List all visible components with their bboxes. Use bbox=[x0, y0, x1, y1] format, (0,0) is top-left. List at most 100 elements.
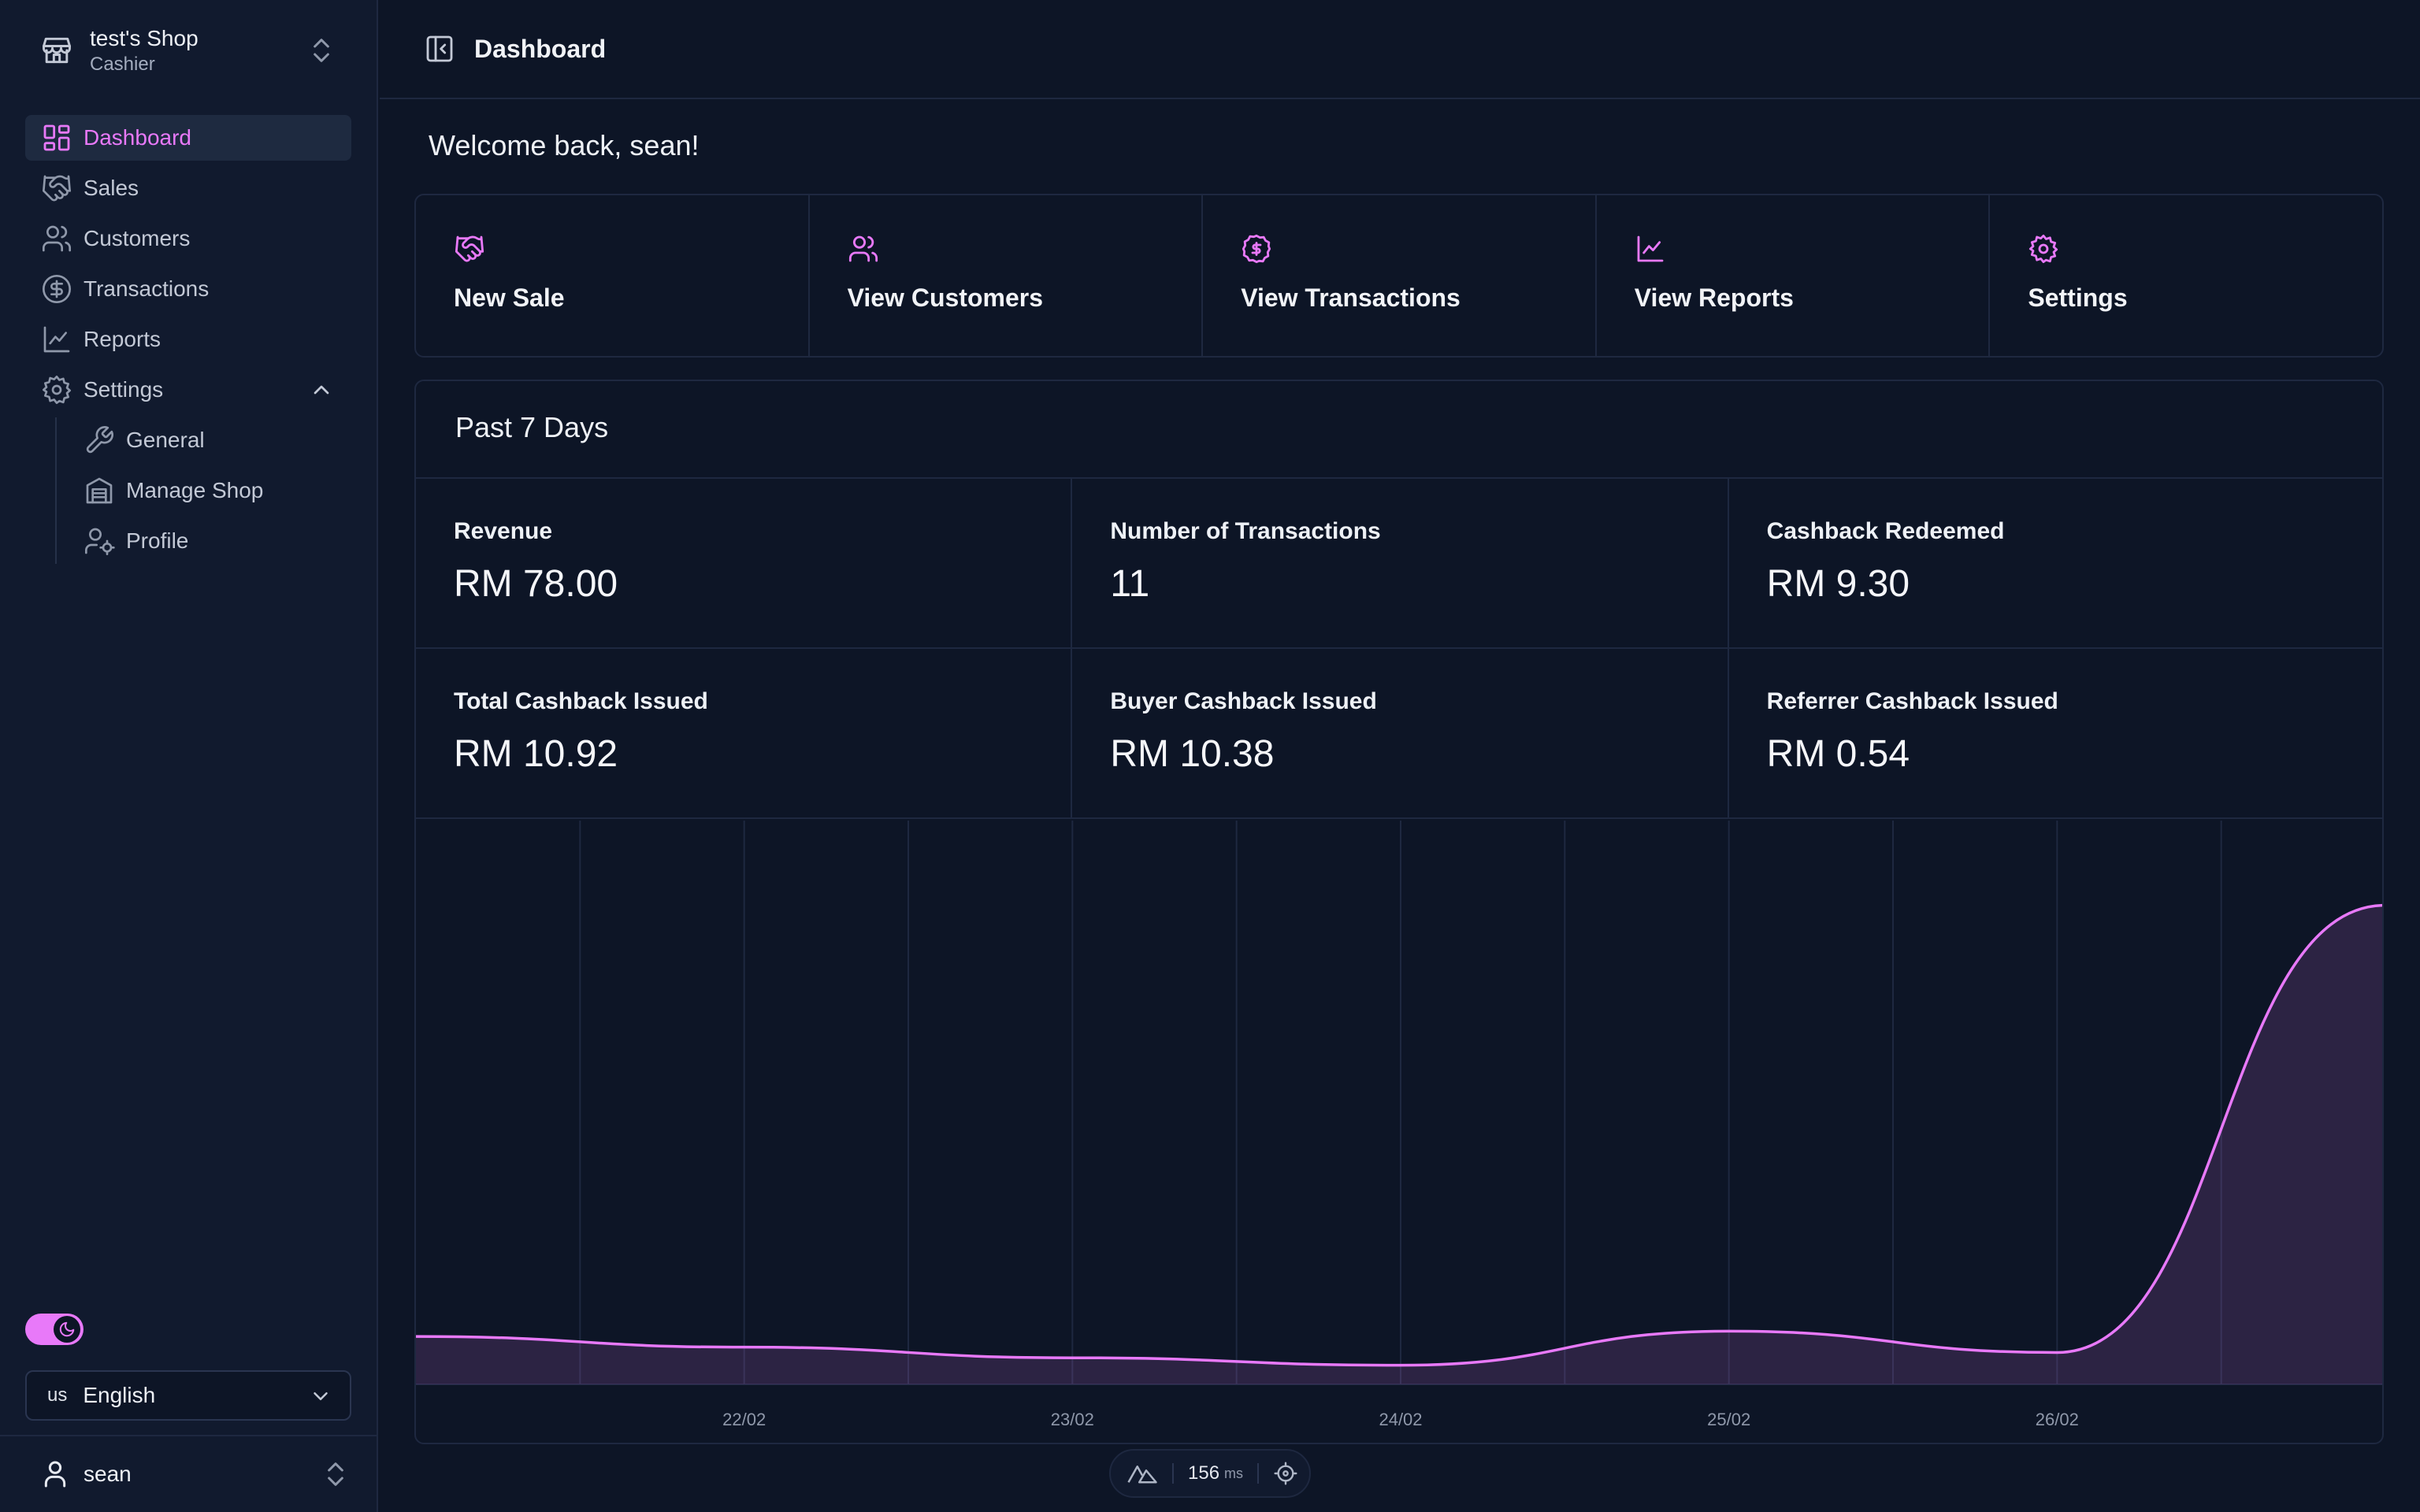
shop-switcher[interactable]: test's Shop Cashier bbox=[25, 22, 337, 79]
store-shelf-icon bbox=[86, 477, 113, 504]
stat-buyer-cashback: Buyer Cashback Issued RM 10.38 bbox=[1072, 649, 1729, 819]
sidebar-item-dashboard[interactable]: Dashboard bbox=[25, 115, 351, 161]
stat-value: RM 10.38 bbox=[1110, 733, 1275, 775]
page-title: Dashboard bbox=[474, 34, 607, 63]
toggle-knob bbox=[54, 1316, 80, 1343]
gear-icon bbox=[43, 376, 71, 404]
shop-name: test's Shop bbox=[90, 26, 199, 50]
nuxt-logo-icon[interactable] bbox=[1126, 1462, 1158, 1485]
users-icon bbox=[43, 225, 72, 252]
view-reports-button[interactable]: View Reports bbox=[1597, 195, 1991, 356]
x-tick-label: 23/02 bbox=[1051, 1410, 1094, 1429]
devtools-bar: 156 ms bbox=[1109, 1449, 1311, 1498]
x-tick-label: 25/02 bbox=[1707, 1410, 1750, 1429]
stat-label: Buyer Cashback Issued bbox=[1110, 688, 1377, 714]
sidebar-item-sales[interactable]: Sales bbox=[25, 165, 351, 211]
line-chart-icon bbox=[1637, 235, 1664, 262]
stats-card: Past 7 Days Revenue RM 78.00 Number of T… bbox=[414, 380, 2384, 1444]
revenue-area-chart: 22/02 23/02 24/02 25/02 26/02 bbox=[416, 821, 2382, 1429]
sidebar-item-transactions[interactable]: Transactions bbox=[25, 266, 351, 312]
sidebar-item-settings[interactable]: Settings bbox=[25, 367, 351, 413]
store-icon bbox=[43, 37, 71, 64]
dashboard-icon bbox=[43, 124, 70, 151]
sidebar-item-label: Profile bbox=[126, 528, 189, 553]
stat-transactions: Number of Transactions 11 bbox=[1072, 479, 1729, 649]
gear-icon bbox=[2029, 234, 2058, 264]
sidebar-toggle-icon[interactable] bbox=[424, 33, 455, 65]
stats-grid: Revenue RM 78.00 Number of Transactions … bbox=[416, 477, 2382, 819]
chevron-up-down-icon bbox=[314, 39, 329, 62]
user-icon bbox=[44, 1461, 66, 1488]
settings-subnav: General Manage Shop Profile bbox=[55, 417, 351, 564]
sidebar-item-label: Customers bbox=[84, 226, 191, 250]
chart-area-fill bbox=[416, 905, 2382, 1384]
stat-label: Total Cashback Issued bbox=[454, 688, 708, 714]
settings-button[interactable]: Settings bbox=[1990, 195, 2382, 356]
sidebar-item-label: Reports bbox=[84, 327, 161, 351]
stat-label: Referrer Cashback Issued bbox=[1766, 688, 2058, 714]
sidebar-item-label: Transactions bbox=[84, 276, 210, 301]
sidebar-item-profile[interactable]: Profile bbox=[68, 518, 351, 564]
render-time-value: 156 bbox=[1188, 1462, 1220, 1484]
x-tick-label: 24/02 bbox=[1379, 1410, 1422, 1429]
quick-actions: New Sale View Customers View Transaction… bbox=[414, 194, 2384, 358]
chart-series-line bbox=[416, 904, 2382, 1367]
action-label: View Customers bbox=[847, 284, 1043, 312]
stat-value: RM 0.54 bbox=[1766, 733, 1910, 775]
sidebar-item-reports[interactable]: Reports bbox=[25, 317, 351, 362]
line-chart-icon bbox=[43, 326, 70, 353]
stat-total-cashback: Total Cashback Issued RM 10.92 bbox=[416, 649, 1073, 819]
shop-role: Cashier bbox=[90, 54, 155, 75]
stat-cashback-redeemed: Cashback Redeemed RM 9.30 bbox=[1728, 479, 2382, 649]
new-sale-button[interactable]: New Sale bbox=[416, 195, 810, 356]
user-divider bbox=[0, 1435, 378, 1436]
stat-referrer-cashback: Referrer Cashback Issued RM 0.54 bbox=[1728, 649, 2382, 819]
handshake-icon bbox=[43, 175, 71, 202]
view-customers-button[interactable]: View Customers bbox=[810, 195, 1204, 356]
sidebar-item-label: Settings bbox=[84, 377, 164, 402]
action-label: Settings bbox=[2028, 284, 2128, 312]
view-transactions-button[interactable]: View Transactions bbox=[1203, 195, 1597, 356]
separator bbox=[1172, 1463, 1174, 1484]
user-name: sean bbox=[84, 1462, 132, 1486]
x-tick-label: 22/02 bbox=[722, 1410, 766, 1429]
theme-toggle[interactable] bbox=[25, 1314, 84, 1345]
chevron-up-icon[interactable] bbox=[309, 377, 334, 402]
stat-value: RM 10.92 bbox=[454, 733, 618, 775]
top-header: Dashboard bbox=[380, 0, 2420, 99]
user-gear-icon bbox=[85, 528, 115, 555]
stat-label: Cashback Redeemed bbox=[1766, 518, 2005, 544]
dollar-circle-icon bbox=[1242, 234, 1271, 264]
stat-value: 11 bbox=[1110, 563, 1150, 605]
sidebar-item-label: Sales bbox=[84, 176, 139, 200]
sidebar-nav: Dashboard Sales Customers Transactions R… bbox=[25, 115, 351, 569]
x-tick-label: 26/02 bbox=[2036, 1410, 2079, 1429]
language-name: English bbox=[83, 1383, 156, 1407]
action-label: View Reports bbox=[1634, 284, 1794, 312]
sidebar: test's Shop Cashier Dashboard Sales Cust… bbox=[0, 0, 378, 1512]
separator bbox=[1257, 1463, 1260, 1484]
action-label: View Transactions bbox=[1241, 284, 1461, 312]
moon-icon bbox=[59, 1321, 75, 1337]
language-select[interactable]: us English bbox=[25, 1370, 351, 1421]
stat-label: Revenue bbox=[454, 518, 553, 544]
stat-revenue: Revenue RM 78.00 bbox=[416, 479, 1073, 649]
dollar-circle-icon bbox=[43, 275, 71, 303]
welcome-message: Welcome back, sean! bbox=[429, 129, 700, 161]
users-icon bbox=[848, 235, 878, 262]
sidebar-item-label: Dashboard bbox=[84, 125, 191, 150]
sidebar-item-customers[interactable]: Customers bbox=[25, 216, 351, 261]
stat-label: Number of Transactions bbox=[1110, 518, 1381, 544]
sidebar-item-manage-shop[interactable]: Manage Shop bbox=[68, 468, 351, 513]
sidebar-item-label: General bbox=[126, 428, 205, 452]
chevron-down-icon bbox=[314, 1392, 328, 1400]
sidebar-item-label: Manage Shop bbox=[126, 478, 264, 502]
crosshair-icon[interactable] bbox=[1273, 1461, 1298, 1486]
stat-value: RM 78.00 bbox=[454, 563, 618, 605]
handshake-icon bbox=[455, 235, 484, 262]
sidebar-item-general[interactable]: General bbox=[68, 417, 351, 463]
stats-title: Past 7 Days bbox=[455, 411, 609, 443]
render-time-unit: ms bbox=[1224, 1465, 1244, 1481]
language-code: us bbox=[47, 1384, 68, 1406]
user-menu[interactable]: sean bbox=[25, 1451, 351, 1498]
